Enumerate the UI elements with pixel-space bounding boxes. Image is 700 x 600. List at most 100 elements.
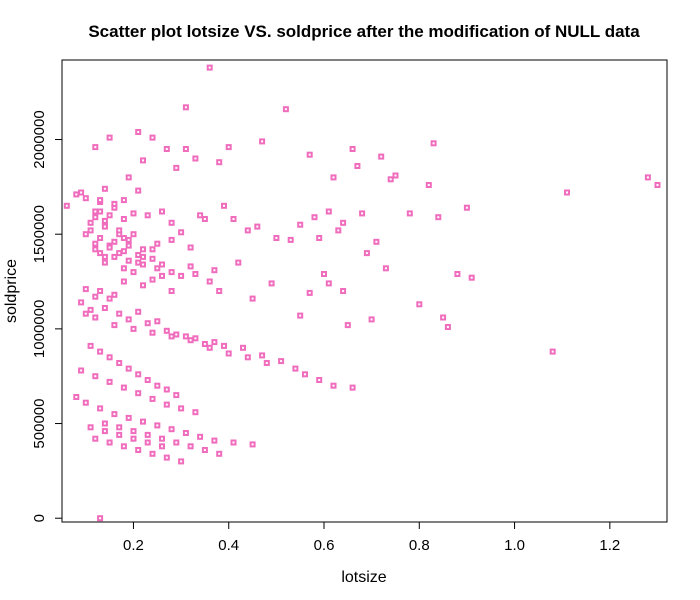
- data-point: [354, 163, 361, 169]
- data-point: [101, 428, 108, 435]
- data-point: [173, 439, 180, 446]
- data-point: [159, 443, 165, 450]
- x-tick-label: 0.4: [218, 537, 239, 554]
- data-point: [135, 447, 142, 453]
- data-point: [116, 360, 123, 366]
- data-point: [106, 354, 113, 361]
- data-point: [120, 265, 127, 272]
- y-axis-label: soldprice: [3, 259, 20, 323]
- data-point: [216, 159, 223, 166]
- data-point: [154, 382, 161, 389]
- data-point: [87, 342, 94, 349]
- data-point: [306, 289, 313, 296]
- data-point: [116, 431, 123, 438]
- data-point: [78, 189, 85, 196]
- data-point: [87, 227, 94, 234]
- data-point: [178, 229, 185, 236]
- data-point: [268, 280, 275, 287]
- data-point: [116, 424, 123, 431]
- data-point: [168, 269, 175, 276]
- data-point: [101, 223, 108, 230]
- data-point: [106, 212, 113, 219]
- data-point: [101, 420, 108, 427]
- data-point: [340, 288, 347, 294]
- data-point: [135, 371, 142, 378]
- data-point: [120, 216, 127, 222]
- data-point: [92, 144, 99, 151]
- data-point: [125, 242, 132, 249]
- data-point: [135, 187, 142, 194]
- data-point: [273, 235, 280, 241]
- data-point: [130, 231, 137, 238]
- y-tick-label: 0: [31, 514, 48, 522]
- data-point: [163, 327, 170, 334]
- data-point: [106, 244, 113, 251]
- data-point: [111, 238, 118, 245]
- data-point: [259, 352, 266, 359]
- data-point: [120, 235, 127, 241]
- data-point: [101, 253, 108, 260]
- x-tick-label: 0.6: [314, 537, 335, 554]
- data-point: [130, 435, 137, 442]
- data-point: [149, 276, 156, 283]
- data-point: [78, 367, 85, 374]
- data-point: [73, 394, 80, 400]
- data-point: [468, 274, 475, 281]
- data-point: [340, 219, 347, 226]
- data-point: [335, 227, 342, 234]
- data-point: [435, 214, 442, 221]
- data-point: [144, 320, 151, 327]
- data-point: [187, 263, 194, 270]
- data-point: [116, 310, 123, 317]
- data-point: [130, 210, 137, 217]
- data-point: [92, 435, 99, 442]
- data-point: [63, 202, 70, 209]
- data-point: [221, 202, 227, 209]
- data-point: [192, 271, 199, 277]
- data-point: [549, 348, 556, 355]
- data-point: [463, 204, 470, 211]
- data-point: [330, 174, 337, 181]
- data-point: [211, 437, 218, 444]
- data-point: [106, 134, 113, 141]
- data-point: [111, 411, 118, 418]
- data-point: [92, 314, 99, 321]
- data-point: [201, 341, 208, 347]
- data-point: [168, 219, 175, 226]
- data-point: [282, 106, 289, 113]
- data-point: [444, 324, 451, 330]
- data-point: [149, 395, 156, 402]
- x-axis: 0.2 0.4 0.6 0.8 1.0 1.2: [123, 521, 620, 554]
- data-point: [244, 354, 251, 361]
- data-points: [63, 64, 661, 522]
- data-point: [349, 146, 356, 152]
- data-point: [344, 322, 351, 329]
- data-point: [178, 458, 185, 465]
- data-point: [106, 439, 113, 446]
- data-point: [144, 377, 151, 383]
- data-point: [163, 146, 170, 152]
- data-point: [387, 176, 394, 183]
- data-point: [149, 450, 156, 457]
- y-tick-label: 1500000: [31, 205, 48, 263]
- data-point: [368, 316, 375, 323]
- data-point: [140, 418, 146, 425]
- data-point: [225, 144, 232, 151]
- data-point: [206, 278, 213, 285]
- data-point: [87, 306, 94, 313]
- data-point: [230, 216, 237, 222]
- data-point: [644, 174, 651, 181]
- data-point: [197, 212, 204, 219]
- data-point: [211, 339, 218, 346]
- data-point: [101, 259, 108, 266]
- x-axis-label: lotsize: [341, 569, 386, 586]
- data-point: [144, 431, 151, 438]
- data-point: [125, 414, 132, 421]
- data-point: [221, 342, 227, 349]
- data-point: [97, 405, 104, 412]
- data-point: [87, 424, 94, 431]
- data-point: [316, 235, 323, 241]
- data-point: [168, 236, 175, 243]
- data-point: [149, 329, 156, 336]
- data-point: [168, 288, 175, 294]
